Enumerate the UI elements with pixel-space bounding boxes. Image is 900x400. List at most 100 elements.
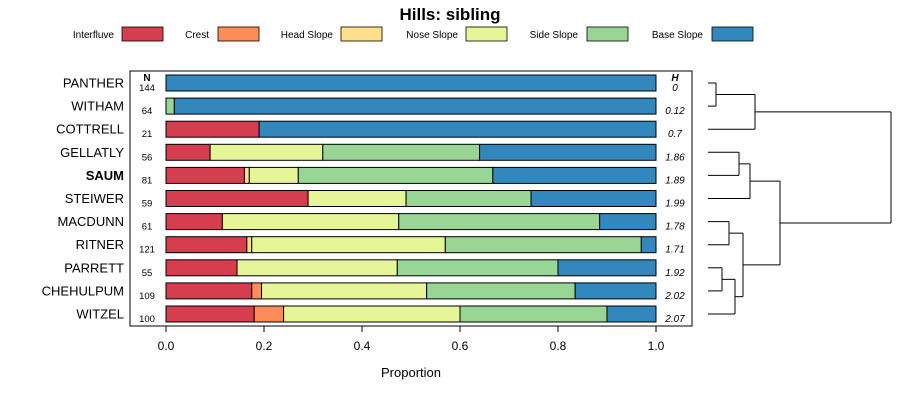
x-tick-label: 0.2 bbox=[256, 339, 273, 353]
n-value: 121 bbox=[139, 245, 155, 256]
n-value: 109 bbox=[139, 291, 155, 302]
bar-segment bbox=[221, 213, 400, 231]
row-label: MACDUNN bbox=[58, 214, 124, 229]
h-labels: 0 0.12 0.7 1.86 1.89 1.99 1.78 1.71 1.92 2.02 2.07 bbox=[664, 83, 685, 325]
n-value: 21 bbox=[142, 129, 153, 140]
bar-segment bbox=[530, 190, 657, 207]
bar-segment bbox=[173, 97, 657, 115]
row-label: SAUM bbox=[86, 168, 124, 183]
bar-segment bbox=[165, 166, 245, 184]
bar-segment bbox=[396, 259, 559, 277]
row-label: GELLATLY bbox=[60, 145, 124, 160]
bar-segment bbox=[165, 190, 309, 207]
bar-segment bbox=[398, 213, 601, 231]
bar-segment bbox=[492, 166, 657, 184]
h-value: 2.02 bbox=[664, 291, 685, 302]
legend-swatch bbox=[586, 26, 629, 42]
legend-swatch bbox=[711, 26, 754, 42]
legend-label: Crest bbox=[185, 30, 209, 41]
bar-segment bbox=[444, 236, 642, 254]
n-value: 144 bbox=[139, 83, 155, 94]
bar-segment bbox=[165, 305, 255, 323]
h-value: 0 bbox=[672, 83, 678, 94]
row-label: CHEHULPUM bbox=[42, 283, 124, 298]
bar-segment bbox=[165, 97, 175, 115]
n-value: 61 bbox=[142, 222, 153, 233]
bar-segment bbox=[243, 166, 250, 184]
h-value: 1.99 bbox=[665, 199, 685, 210]
bar-segment bbox=[165, 236, 248, 254]
bar-segment bbox=[165, 74, 657, 92]
bar-segment bbox=[599, 213, 657, 231]
bar-segment bbox=[405, 190, 532, 207]
bar-segment bbox=[209, 143, 324, 161]
row-label: WITZEL bbox=[76, 307, 124, 322]
n-value: 59 bbox=[142, 199, 153, 210]
legend-label: Base Slope bbox=[652, 30, 704, 41]
bar-segment bbox=[283, 305, 461, 323]
dendrogram bbox=[708, 82, 892, 315]
row-label: PANTHER bbox=[63, 76, 124, 91]
x-tick-label: 1.0 bbox=[648, 339, 665, 353]
legend-swatch bbox=[465, 26, 508, 42]
bar-segment bbox=[307, 190, 407, 207]
n-labels: 144 64 21 56 81 59 61 121 55 109 100 bbox=[139, 83, 155, 325]
bar-segment bbox=[251, 236, 446, 254]
n-value: 81 bbox=[142, 175, 153, 186]
legend: Interfluve Crest Head Slope Nose Slope Side … bbox=[73, 26, 754, 42]
chart-title: Hills: sibling bbox=[399, 5, 500, 24]
bar-segment bbox=[459, 305, 608, 323]
legend-label: Head Slope bbox=[281, 30, 334, 41]
bar-segment bbox=[606, 305, 657, 323]
legend-label: Interfluve bbox=[73, 30, 115, 41]
row-label: STEIWER bbox=[65, 191, 124, 206]
bar-segment bbox=[479, 143, 657, 161]
plot-frame bbox=[129, 70, 693, 327]
legend-label: Side Slope bbox=[530, 30, 579, 41]
legend-swatch bbox=[217, 26, 260, 42]
h-value: 1.92 bbox=[665, 268, 685, 279]
bars bbox=[165, 74, 657, 323]
h-value: 0.7 bbox=[668, 129, 682, 140]
legend-swatch bbox=[121, 26, 164, 42]
legend-swatch bbox=[340, 26, 383, 42]
bar-segment bbox=[261, 282, 428, 300]
bar-segment bbox=[165, 282, 253, 300]
h-value: 1.71 bbox=[665, 245, 684, 256]
bar-segment bbox=[258, 120, 657, 138]
n-column-header: N bbox=[143, 73, 150, 84]
bar-segment bbox=[251, 282, 263, 300]
row-labels: PANTHER WITHAM COTTRELL GELLATLY SAUM STEIWER… bbox=[42, 76, 125, 322]
h-value: 2.07 bbox=[664, 314, 685, 325]
bar-segment bbox=[246, 236, 253, 254]
h-value: 1.86 bbox=[665, 152, 685, 163]
n-value: 56 bbox=[142, 152, 153, 163]
bar-segment bbox=[165, 120, 260, 138]
x-tick-label: 0.6 bbox=[452, 339, 469, 353]
x-axis-title: Proportion bbox=[381, 365, 441, 380]
bar-segment bbox=[253, 305, 285, 323]
bar-segment bbox=[322, 143, 481, 161]
bar-segment bbox=[426, 282, 576, 300]
legend-label: Nose Slope bbox=[406, 30, 458, 41]
bar-segment bbox=[557, 259, 657, 277]
bar-segment bbox=[574, 282, 657, 300]
h-value: 1.89 bbox=[665, 175, 685, 186]
row-label: RITNER bbox=[76, 237, 124, 252]
n-value: 100 bbox=[139, 314, 155, 325]
row-label: COTTRELL bbox=[56, 122, 124, 137]
n-value: 64 bbox=[142, 106, 153, 117]
bar-segment bbox=[248, 166, 299, 184]
x-tick-label: 0.4 bbox=[354, 339, 371, 353]
bar-segment bbox=[297, 166, 494, 184]
bar-segment bbox=[165, 213, 223, 231]
x-tick-label: 0.0 bbox=[158, 339, 175, 353]
h-value: 1.78 bbox=[665, 222, 685, 233]
n-value: 55 bbox=[142, 268, 153, 279]
x-tick-label: 0.8 bbox=[550, 339, 567, 353]
h-value: 0.12 bbox=[665, 106, 685, 117]
row-label: WITHAM bbox=[71, 99, 124, 114]
bar-segment bbox=[236, 259, 398, 277]
x-axis: 0.0 0.2 0.4 0.6 0.8 1.0 bbox=[158, 326, 665, 353]
